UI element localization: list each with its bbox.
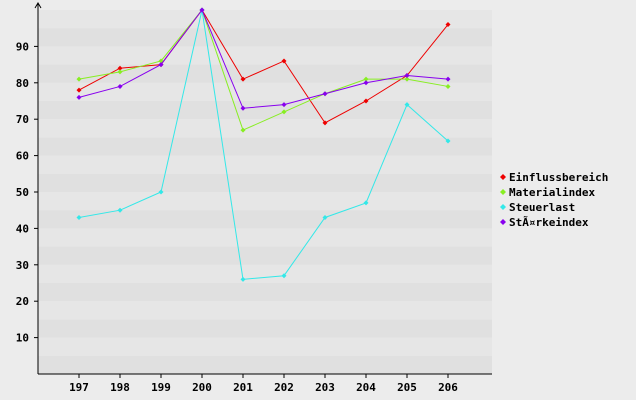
y-axis-ticks: 10 20 30 40 50 60 70 80 90 (16, 40, 38, 345)
legend: Einflussbereich Materialindex Steuerlast St… (500, 171, 608, 229)
data-point (117, 83, 123, 89)
y-tick-label: 10 (16, 332, 29, 345)
data-point (158, 189, 164, 195)
legend-marker (500, 204, 506, 210)
x-tick-label: 202 (274, 381, 294, 394)
grid-band (38, 28, 492, 47)
data-point (76, 94, 82, 100)
grid-band (38, 82, 492, 101)
y-tick-label: 50 (16, 186, 29, 199)
y-tick-label: 70 (16, 113, 29, 126)
grid-band (38, 355, 492, 374)
data-point (322, 214, 328, 220)
series-lines (76, 7, 451, 282)
y-tick-label: 90 (16, 40, 29, 53)
data-point (199, 7, 205, 13)
data-point (445, 83, 451, 89)
grid-band (38, 173, 492, 192)
data-point (240, 127, 246, 133)
data-point (76, 76, 82, 82)
grid-band (38, 101, 492, 120)
data-point (445, 138, 451, 144)
y-tick-label: 60 (16, 150, 29, 163)
x-tick-label: 198 (110, 381, 130, 394)
grid-band (38, 192, 492, 211)
grid-band (38, 210, 492, 229)
y-tick-label: 80 (16, 77, 29, 90)
data-point (158, 62, 164, 68)
axes (34, 2, 492, 375)
grid-band (38, 246, 492, 265)
legend-label: Steuerlast (509, 201, 575, 214)
series-line (78, 9, 449, 109)
data-point (363, 98, 369, 104)
y-axis-arrow (34, 2, 42, 9)
grid-band (38, 46, 492, 65)
data-point (76, 214, 82, 220)
legend-label: Einflussbereich (509, 171, 608, 184)
x-tick-label: 200 (192, 381, 212, 394)
data-point (322, 91, 328, 97)
data-point (322, 120, 328, 126)
data-point (445, 76, 451, 82)
plot-bands (38, 10, 492, 374)
x-tick-label: 204 (356, 381, 376, 394)
x-tick-label: 197 (69, 381, 89, 394)
data-point (363, 76, 369, 82)
data-point (404, 76, 410, 82)
data-point (281, 273, 287, 279)
y-tick-label: 40 (16, 222, 29, 235)
data-point (404, 102, 410, 108)
x-tick-label: 201 (233, 381, 253, 394)
data-point (240, 105, 246, 111)
grid-band (38, 264, 492, 283)
data-point (76, 87, 82, 93)
grid-band (38, 155, 492, 174)
series-line (78, 9, 449, 280)
grid-band (38, 319, 492, 338)
data-point (281, 109, 287, 115)
series-group (76, 7, 451, 111)
data-point (240, 76, 246, 82)
data-point (281, 102, 287, 108)
grid-band (38, 283, 492, 302)
legend-marker (500, 189, 506, 195)
data-point (445, 22, 451, 28)
legend-label: Materialindex (509, 186, 595, 199)
data-point (281, 58, 287, 64)
grid-band (38, 228, 492, 247)
x-tick-label: 206 (438, 381, 458, 394)
data-point (117, 65, 123, 71)
x-tick-label: 205 (397, 381, 417, 394)
x-axis-ticks: 197 198 199 200 201 202 203 204 205 206 (69, 374, 458, 394)
grid-band (38, 137, 492, 156)
grid-band (38, 10, 492, 29)
x-tick-label: 199 (151, 381, 171, 394)
data-point (363, 200, 369, 206)
y-tick-label: 30 (16, 259, 29, 272)
grid-band (38, 337, 492, 356)
legend-marker (500, 219, 506, 225)
x-tick-label: 203 (315, 381, 335, 394)
grid-band (38, 119, 492, 138)
grid-band (38, 64, 492, 83)
data-point (240, 276, 246, 282)
data-point (404, 73, 410, 79)
data-point (363, 80, 369, 86)
y-tick-label: 20 (16, 295, 29, 308)
legend-label: StÃ¤rkeindex (509, 216, 589, 229)
legend-marker (500, 174, 506, 180)
grid-band (38, 301, 492, 320)
data-point (117, 69, 123, 75)
data-point (117, 207, 123, 213)
